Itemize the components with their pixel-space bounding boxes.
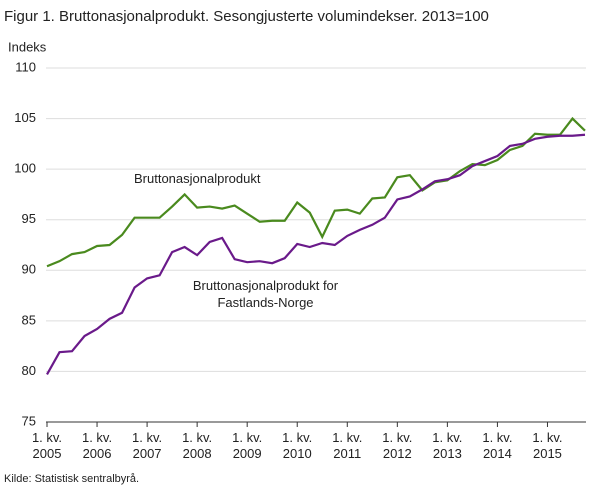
x-tick-label: 1. kv. 2008 — [182, 430, 213, 461]
x-tick-label: 1. kv. 2009 — [232, 430, 263, 461]
x-tick-label: 1. kv. 2015 — [532, 430, 563, 461]
series-line — [46, 116, 586, 268]
chart-title: Figur 1. Bruttonasjonalprodukt. Sesongju… — [4, 8, 489, 25]
x-tick-label: 1. kv. 2007 — [132, 430, 163, 461]
x-tick-label: 1. kv. 2011 — [332, 430, 363, 461]
y-tick-label: 90 — [22, 262, 36, 277]
x-tick-label: 1. kv. 2013 — [432, 430, 463, 461]
source: Kilde: Statistisk sentralbyrå. — [4, 473, 139, 485]
y-tick-label: 85 — [22, 312, 36, 327]
x-tick-label: 1. kv. 2005 — [31, 430, 63, 461]
y-tick-label: 100 — [14, 161, 36, 176]
x-tick-label: 1. kv. 2010 — [282, 430, 313, 461]
series-label: Bruttonasjonalprodukt — [132, 170, 263, 187]
x-tick-label: 1. kv. 2012 — [382, 430, 413, 461]
x-tick-label: 1. kv. 2006 — [81, 430, 113, 461]
y-axis-label: Indeks — [8, 39, 47, 54]
y-tick-label: 95 — [22, 211, 36, 226]
y-tick-label: 110 — [15, 59, 36, 74]
series-label: Bruttonasjonalprodukt for Fastlands-Norg… — [176, 277, 355, 311]
y-tick-label: 75 — [22, 413, 36, 428]
x-tick-label: 1. kv. 2014 — [482, 430, 513, 461]
y-tick-label: 80 — [22, 363, 36, 378]
series-line — [46, 133, 586, 376]
y-tick-label: 105 — [14, 110, 36, 125]
